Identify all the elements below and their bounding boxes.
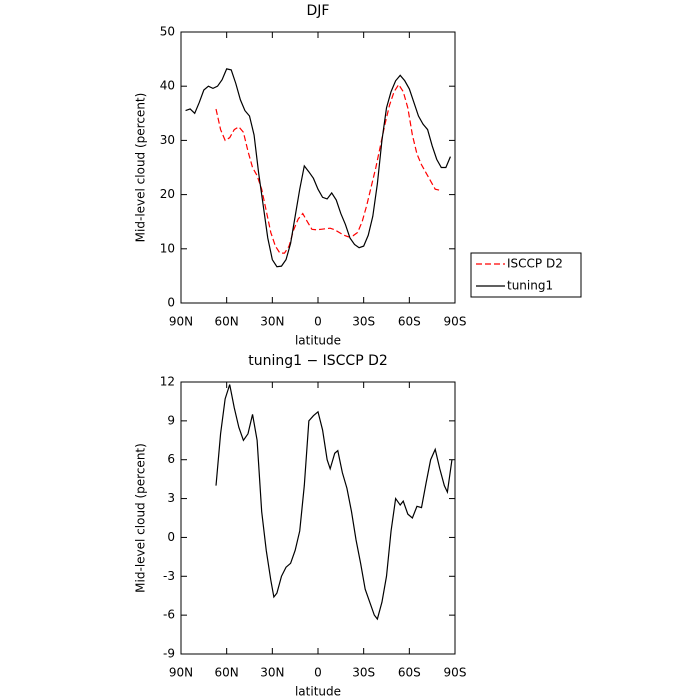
legend-box (470, 252, 582, 298)
y-tick-label: 10 (160, 241, 175, 255)
x-tick-label: 90S (444, 666, 467, 680)
x-tick-label: 60S (398, 315, 421, 329)
x-tick-label: 60S (398, 666, 421, 680)
y-tick-label: -9 (163, 647, 175, 661)
y-tick-label: -3 (163, 569, 175, 583)
x-tick-label: 60N (215, 666, 239, 680)
x-tick-label: 90N (169, 315, 193, 329)
legend-label: tuning1 (507, 279, 553, 293)
y-axis-label: Mid-level cloud (percent) (134, 93, 148, 243)
y-tick-label: 50 (160, 25, 175, 39)
legend-label: ISCCP D2 (507, 257, 563, 271)
x-tick-label: 30S (352, 666, 375, 680)
y-tick-label: 20 (160, 187, 175, 201)
y-tick-label: 0 (167, 296, 175, 310)
y-tick-label: 40 (160, 79, 175, 93)
x-tick-label: 90S (444, 315, 467, 329)
y-tick-label: 12 (160, 375, 175, 389)
y-tick-label: 0 (167, 530, 175, 544)
plot-frame (180, 31, 456, 304)
x-tick-label: 30N (260, 315, 284, 329)
x-axis-label: latitude (295, 334, 341, 348)
x-tick-label: 0 (314, 666, 322, 680)
x-axis-label: latitude (295, 685, 341, 699)
chart-title: tuning1 − ISCCP D2 (248, 353, 388, 369)
y-tick-label: 9 (167, 413, 175, 427)
data-line (185, 68, 451, 268)
x-tick-label: 30S (352, 315, 375, 329)
chart-title: DJF (307, 3, 330, 19)
y-tick-label: 6 (167, 452, 175, 466)
y-tick-label: 3 (167, 491, 175, 505)
x-tick-label: 60N (215, 315, 239, 329)
x-tick-label: 0 (314, 315, 322, 329)
y-tick-label: 30 (160, 133, 175, 147)
y-axis-label: Mid-level cloud (percent) (134, 443, 148, 593)
data-line (215, 83, 440, 254)
data-line (215, 384, 453, 621)
x-tick-label: 90N (169, 666, 193, 680)
y-tick-label: -6 (163, 608, 175, 622)
x-tick-label: 30N (260, 666, 284, 680)
